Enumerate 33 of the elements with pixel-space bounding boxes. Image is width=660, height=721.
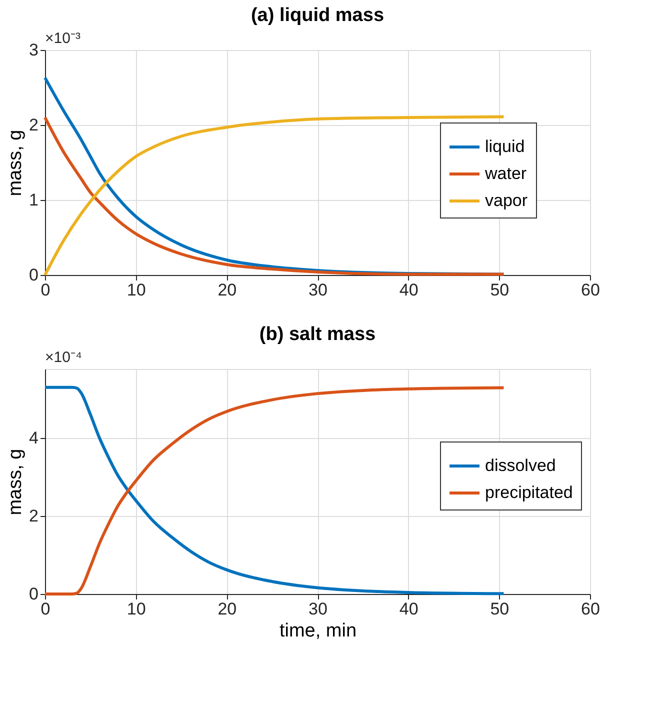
text: ×10⁻⁴ [45,349,82,366]
x-axis-title: time, min [279,620,357,642]
x-tick-label: 20 [218,280,237,300]
y-tick-label: 4 [29,428,38,448]
y-axis-title: mass, g [5,130,26,196]
chart-title: (a) liquid mass [250,5,384,26]
x-tick-label: 60 [581,280,600,300]
y-tick-label: 3 [29,40,38,60]
x-tick-label: 60 [581,600,600,618]
x-tick-label: 50 [490,280,510,300]
x-tick-label: 0 [40,600,50,618]
legend-label: vapor [485,191,528,210]
x-tick-label: 10 [126,280,146,300]
text: ×10⁻³ [45,30,80,47]
x-tick-label: 40 [399,600,418,618]
legend-label: dissolved [485,456,556,475]
x-tick-label: 10 [126,600,146,618]
chart-title: (b) salt mass [259,324,376,345]
x-tick-label: 30 [308,600,328,618]
legend-label: precipitated [485,483,573,502]
x-tick-label: 20 [218,600,237,618]
x-tick-label: 0 [40,280,50,300]
x-tick-label: 50 [490,600,510,618]
x-tick-label: 30 [308,280,328,300]
legend-label: liquid [485,137,525,156]
y-tick-label: 1 [29,190,38,210]
y-tick-label: 0 [29,266,38,284]
y-tick-label: 2 [29,506,38,526]
x-tick-label: 40 [399,280,418,300]
y-tick-label: 0 [29,584,38,604]
y-axis-title: mass, g [5,448,26,516]
y-tick-label: 2 [29,116,38,134]
legend-label: water [484,164,527,183]
